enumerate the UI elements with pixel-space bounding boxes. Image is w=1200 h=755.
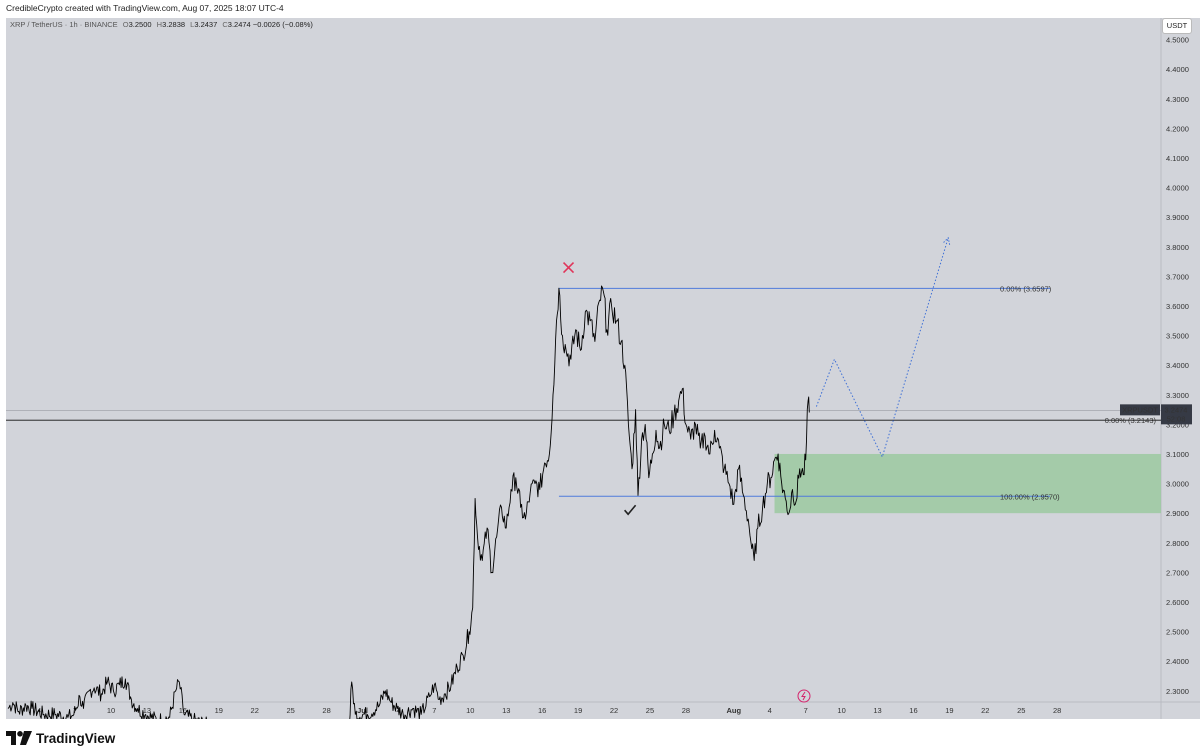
y-tick-label: 3.0000 bbox=[1166, 480, 1189, 489]
symbol-tag-label: XRPUSDT bbox=[1122, 405, 1158, 414]
open-label: O bbox=[122, 20, 129, 29]
symbol-legend: XRP / TetherUS · 1h · BINANCE O3.2500 H3… bbox=[10, 20, 313, 29]
demand-zone bbox=[774, 453, 1161, 514]
x-tick-label: 25 bbox=[646, 706, 654, 715]
projection-arrowhead bbox=[942, 236, 951, 245]
symbol-name: XRP / TetherUS · 1h · BINANCE bbox=[10, 20, 118, 29]
x-tick-label: 10 bbox=[466, 706, 474, 715]
tradingview-logo-text: TradingView bbox=[36, 730, 116, 746]
x-tick-label: 28 bbox=[682, 706, 690, 715]
y-tick-label: 4.0000 bbox=[1166, 184, 1189, 193]
y-tick-label: 2.7000 bbox=[1166, 568, 1189, 577]
y-tick-label: 2.3000 bbox=[1166, 687, 1189, 696]
high-value: 3.2838 bbox=[162, 20, 186, 29]
check-mark-icon bbox=[624, 504, 637, 516]
y-tick-label: 4.3000 bbox=[1166, 95, 1189, 104]
low-value: 3.2437 bbox=[194, 20, 218, 29]
x-tick-label: 22 bbox=[610, 706, 618, 715]
x-tick-label: 16 bbox=[909, 706, 917, 715]
y-tick-label: 4.5000 bbox=[1166, 36, 1189, 45]
x-tick-label: 10 bbox=[107, 706, 115, 715]
currency-badge[interactable]: USDT bbox=[1162, 18, 1192, 34]
price-tag-value: 3.2474 bbox=[1165, 405, 1188, 414]
top-bar: CredibleCrypto created with TradingView.… bbox=[0, 0, 1200, 16]
x-tick-label: 16 bbox=[179, 706, 187, 715]
y-tick-label: 3.8000 bbox=[1166, 243, 1189, 252]
y-tick-label: 2.8000 bbox=[1166, 539, 1189, 548]
x-tick-label: 10 bbox=[837, 706, 845, 715]
x-tick-label: 7 bbox=[804, 706, 808, 715]
last-price-label: 0.00% (3.2143) bbox=[1105, 416, 1157, 425]
close-value: 3.2474 bbox=[227, 20, 251, 29]
fib-bottom-label: 100.00% (2.9570) bbox=[1000, 492, 1060, 501]
lightning-icon-bolt bbox=[801, 691, 806, 701]
x-tick-label: 28 bbox=[1053, 706, 1061, 715]
x-tick-label: 19 bbox=[215, 706, 223, 715]
x-tick-label: Aug bbox=[727, 706, 742, 715]
y-tick-label: 3.4000 bbox=[1166, 361, 1189, 370]
low-label: L bbox=[190, 20, 195, 29]
x-tick-label: 13 bbox=[873, 706, 881, 715]
x-tick-label: 7 bbox=[73, 706, 77, 715]
x-tick-label: 19 bbox=[945, 706, 953, 715]
fib-top-label: 0.00% (3.6597) bbox=[1000, 284, 1052, 293]
chart-area[interactable]: 4.5000 4.4000 4.3000 4.2000 4.1000 4.0000 3.90… bbox=[0, 16, 1200, 719]
x-tick-label: Jul bbox=[357, 706, 368, 715]
y-tick-label: 3.2000 bbox=[1166, 420, 1189, 429]
x-tick-label: 19 bbox=[574, 706, 582, 715]
y-tick-label: 2.5000 bbox=[1166, 628, 1189, 637]
y-tick-label: 3.9000 bbox=[1166, 213, 1189, 222]
close-label: C bbox=[222, 20, 228, 29]
plot-background bbox=[6, 18, 1161, 702]
open-value: 3.2500 bbox=[128, 20, 152, 29]
y-tick-label: 3.7000 bbox=[1166, 272, 1189, 281]
x-mark-icon bbox=[562, 261, 575, 274]
price-tag-timer: 52:08 bbox=[1167, 414, 1186, 423]
change-value: −0.0026 (−0.08%) bbox=[252, 20, 313, 29]
price-series-line bbox=[7, 285, 810, 719]
x-tick-label: 22 bbox=[251, 706, 259, 715]
y-tick-label: 2.4000 bbox=[1166, 657, 1189, 666]
y-tick-label: 4.2000 bbox=[1166, 124, 1189, 133]
y-tick-label: 3.3000 bbox=[1166, 391, 1189, 400]
y-tick-label: 2.9000 bbox=[1166, 509, 1189, 518]
lightning-icon bbox=[797, 689, 811, 703]
y-tick-label: 2.6000 bbox=[1166, 598, 1189, 607]
price-tag-bg bbox=[1161, 404, 1192, 425]
y-tick-label: 3.5000 bbox=[1166, 332, 1189, 341]
x-tick-label: 28 bbox=[322, 706, 330, 715]
projection-path bbox=[815, 237, 949, 459]
x-tick-label: 4 bbox=[768, 706, 772, 715]
x-tick-label: 25 bbox=[1017, 706, 1025, 715]
footer: TradingView bbox=[0, 719, 1200, 755]
y-tick-label: 3.6000 bbox=[1166, 302, 1189, 311]
x-tick-label: 13 bbox=[502, 706, 510, 715]
symbol-tag-bg bbox=[1120, 404, 1160, 416]
x-tick-label: 7 bbox=[432, 706, 436, 715]
tradingview-logo[interactable]: TradingView bbox=[6, 728, 115, 748]
x-tick-label: 13 bbox=[143, 706, 151, 715]
price-chart[interactable]: 4.5000 4.4000 4.3000 4.2000 4.1000 4.0000 3.90… bbox=[0, 16, 1200, 719]
y-tick-label: 3.1000 bbox=[1166, 450, 1189, 459]
y-tick-label: 4.4000 bbox=[1166, 65, 1189, 74]
x-tick-label: 25 bbox=[286, 706, 294, 715]
high-label: H bbox=[156, 20, 163, 29]
chart-credit: CredibleCrypto created with TradingView.… bbox=[6, 3, 284, 13]
x-tick-label: 22 bbox=[981, 706, 989, 715]
price-axis-background bbox=[1161, 18, 1200, 702]
x-tick-label: 16 bbox=[538, 706, 546, 715]
time-axis-background bbox=[6, 702, 1200, 719]
y-tick-label: 4.1000 bbox=[1166, 154, 1189, 163]
tradingview-logo-icon bbox=[6, 731, 32, 745]
